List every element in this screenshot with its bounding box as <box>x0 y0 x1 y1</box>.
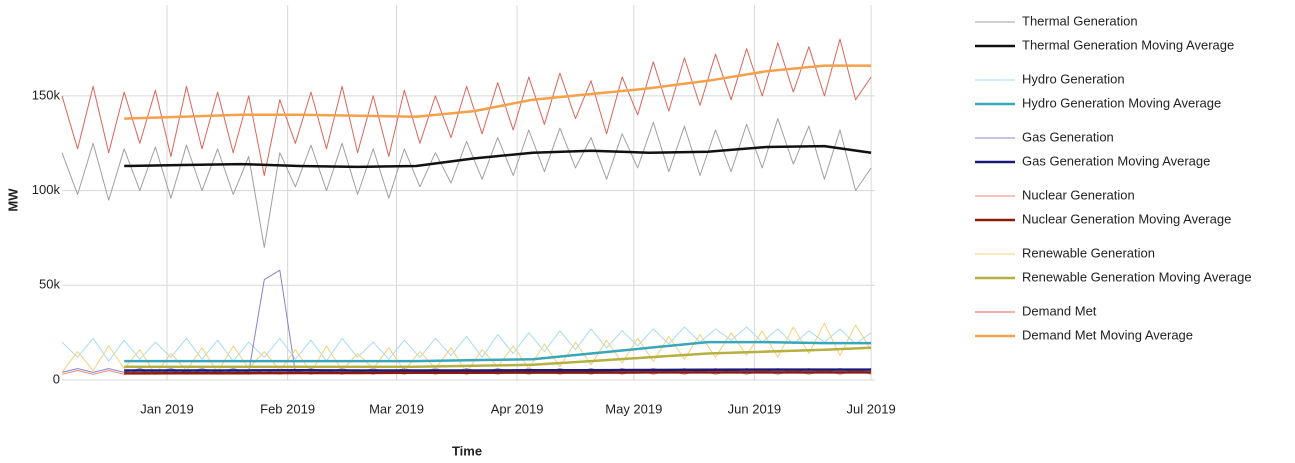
x-tick-label: May 2019 <box>605 401 662 416</box>
legend-label: Renewable Generation Moving Average <box>1022 269 1252 284</box>
lines <box>61 38 872 375</box>
labels: 0 50k 100k 150k Jan 2019 Feb 2019 Mar 2019 Apr … <box>32 87 896 416</box>
legend-label: Hydro Generation <box>1022 71 1125 86</box>
y-tick-label: 50k <box>39 277 60 292</box>
legend-label: Hydro Generation Moving Average <box>1022 95 1221 110</box>
legend-label: Thermal Generation Moving Average <box>1022 37 1234 52</box>
series-line <box>124 346 872 368</box>
series-line <box>61 118 872 248</box>
x-tick-label: Apr 2019 <box>491 401 544 416</box>
x-tick-label: Jun 2019 <box>728 401 782 416</box>
grid <box>62 5 875 381</box>
series-line <box>124 64 872 120</box>
x-tick-label: Feb 2019 <box>260 401 315 416</box>
series-line <box>61 38 872 176</box>
x-axis-label: Time <box>452 443 482 458</box>
y-axis-label: MW <box>5 188 20 212</box>
y-tick-label: 150k <box>32 87 61 102</box>
legend-label: Gas Generation <box>1022 129 1114 144</box>
series-line <box>124 340 872 363</box>
series-line <box>124 144 872 169</box>
legend-label: Thermal Generation <box>1022 13 1138 28</box>
legend-label: Demand Met <box>1022 303 1097 318</box>
x-tick-label: Jan 2019 <box>140 401 194 416</box>
legend-label: Nuclear Generation <box>1022 187 1135 202</box>
legend: Thermal Generation Thermal Generation Mov… <box>975 13 1252 342</box>
x-tick-label: Mar 2019 <box>369 401 424 416</box>
x-tick-label: Jul 2019 <box>847 401 896 416</box>
legend-label: Demand Met Moving Average <box>1022 327 1193 342</box>
y-tick-label: 0 <box>53 371 60 386</box>
series-line <box>124 368 872 372</box>
series-line <box>124 371 872 375</box>
series-line <box>61 326 872 362</box>
legend-label: Gas Generation Moving Average <box>1022 153 1210 168</box>
y-tick-label: 100k <box>32 182 61 197</box>
legend-label: Renewable Generation <box>1022 245 1155 260</box>
legend-label: Nuclear Generation Moving Average <box>1022 211 1231 226</box>
